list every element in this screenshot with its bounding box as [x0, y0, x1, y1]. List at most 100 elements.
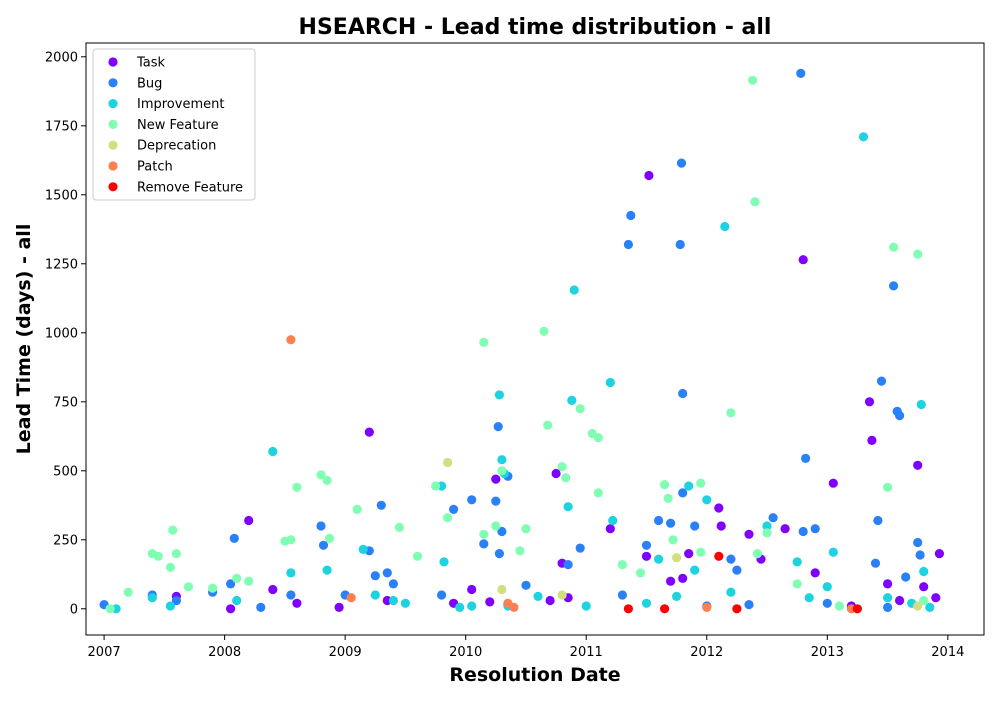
- legend-items: Task Bug Improvement New Feature Deprecation…: [108, 56, 243, 195]
- data-point: [286, 590, 296, 600]
- data-point: [183, 582, 194, 592]
- x-tick-label: 2011: [570, 645, 603, 660]
- data-point: [232, 573, 242, 584]
- data-point: [915, 550, 925, 560]
- x-axis-label: Resolution Date: [449, 664, 620, 686]
- legend-marker: [108, 182, 118, 192]
- legend-marker: [108, 99, 118, 109]
- data-point: [497, 455, 507, 465]
- data-point: [168, 525, 178, 535]
- data-point: [798, 255, 808, 265]
- y-tick-label: 2000: [45, 50, 78, 65]
- data-point: [852, 604, 863, 614]
- data-point: [810, 568, 820, 578]
- data-point: [593, 433, 603, 443]
- legend-label: Task: [136, 56, 166, 71]
- data-point: [575, 404, 585, 414]
- data-point: [617, 590, 628, 600]
- data-point: [720, 221, 730, 232]
- data-point: [494, 549, 504, 559]
- x-tick-label: 2013: [811, 645, 844, 660]
- data-point: [292, 482, 302, 492]
- data-point: [491, 496, 501, 506]
- data-point: [696, 547, 706, 557]
- data-point: [545, 595, 555, 606]
- data-point: [714, 503, 724, 513]
- data-point: [561, 473, 571, 483]
- y-axis-ticks: 0 250 500 750 1000 1250 1500 1750 2000: [45, 50, 86, 617]
- data-point: [153, 551, 163, 561]
- data-point: [567, 395, 577, 405]
- data-point: [750, 197, 760, 207]
- data-point: [557, 462, 567, 472]
- data-point: [563, 502, 573, 512]
- data-point: [569, 285, 579, 295]
- x-tick-label: 2007: [88, 645, 121, 660]
- data-point: [726, 587, 736, 597]
- data-point: [804, 593, 814, 603]
- x-tick-label: 2009: [329, 645, 362, 660]
- data-point: [810, 524, 820, 534]
- data-point: [913, 460, 923, 470]
- data-point: [147, 593, 157, 603]
- data-point: [660, 604, 670, 614]
- data-point: [316, 470, 326, 480]
- x-tick-label: 2010: [449, 645, 482, 660]
- data-point: [226, 579, 236, 589]
- data-point: [400, 598, 410, 608]
- data-point: [792, 579, 802, 589]
- data-point: [497, 526, 507, 537]
- data-point: [165, 562, 175, 573]
- data-point: [171, 595, 181, 606]
- data-point: [913, 537, 923, 548]
- y-tick-label: 750: [53, 395, 78, 410]
- data-point: [551, 468, 561, 479]
- x-tick-label: 2014: [931, 645, 964, 660]
- data-point: [822, 598, 832, 608]
- data-point: [925, 602, 935, 613]
- data-point: [752, 549, 763, 559]
- data-point: [873, 515, 883, 526]
- data-point: [726, 408, 736, 418]
- data-point: [792, 557, 802, 567]
- data-point: [732, 604, 742, 614]
- data-point: [575, 543, 585, 553]
- y-tick-label: 1500: [45, 188, 78, 203]
- y-axis-label: Lead Time (days) - all: [13, 224, 35, 455]
- data-point: [165, 601, 175, 611]
- data-point: [883, 482, 893, 492]
- data-point: [916, 399, 926, 410]
- data-point: [641, 598, 652, 608]
- data-point: [455, 602, 465, 613]
- points-layer: [99, 68, 945, 614]
- data-point: [623, 239, 634, 250]
- data-point: [493, 422, 503, 432]
- data-point: [748, 75, 758, 85]
- data-point: [883, 602, 893, 613]
- data-point: [828, 547, 838, 557]
- data-point: [672, 553, 682, 563]
- legend-label: Improvement: [137, 97, 224, 112]
- data-point: [870, 558, 881, 568]
- data-point: [479, 529, 489, 539]
- data-point: [864, 397, 875, 407]
- data-point: [467, 495, 477, 505]
- data-point: [768, 513, 778, 523]
- data-point: [497, 584, 507, 595]
- y-tick-label: 1750: [45, 119, 78, 134]
- data-point: [491, 521, 501, 531]
- data-point: [268, 584, 278, 595]
- data-point: [919, 582, 929, 592]
- data-point: [515, 546, 525, 556]
- data-point: [678, 388, 688, 399]
- data-point: [675, 239, 685, 250]
- data-point: [678, 488, 688, 498]
- data-point: [796, 68, 806, 78]
- data-point: [324, 533, 335, 544]
- data-point: [268, 446, 278, 457]
- data-point: [684, 481, 694, 491]
- data-point: [334, 602, 344, 613]
- data-point: [641, 540, 652, 550]
